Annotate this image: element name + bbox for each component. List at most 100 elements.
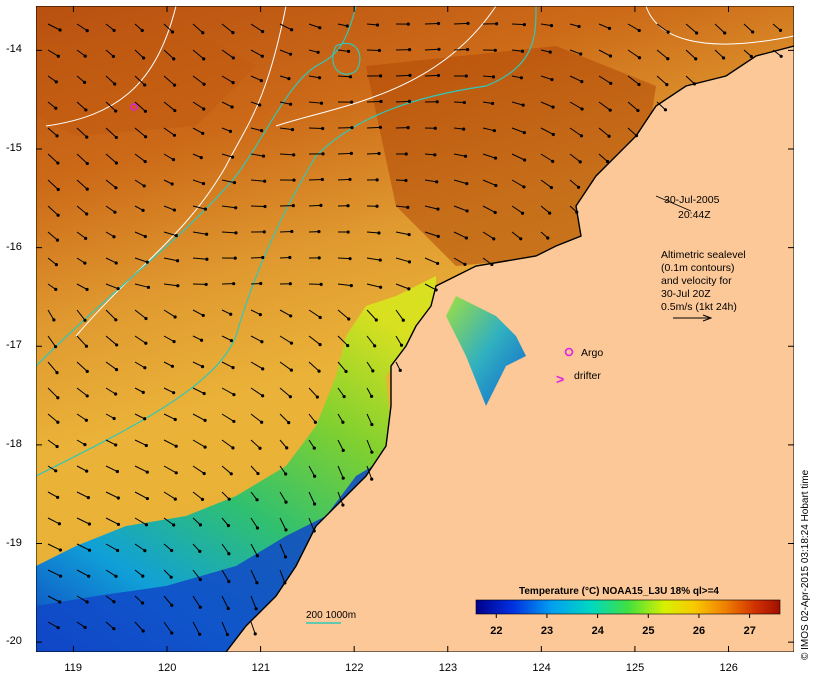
- velocity-arrow: [337, 335, 349, 346]
- velocity-arrow-head: [141, 390, 145, 394]
- velocity-arrow-head: [231, 56, 235, 60]
- velocity-arrow: [163, 621, 173, 634]
- velocity-arrow-head: [201, 313, 205, 318]
- velocity-arrow: [47, 543, 61, 551]
- velocity-arrow-head: [433, 126, 437, 130]
- velocity-arrow: [279, 439, 288, 449]
- velocity-arrow-head: [56, 396, 60, 400]
- velocity-arrow-head: [377, 151, 381, 156]
- velocity-arrow: [192, 621, 201, 635]
- velocity-arrow: [250, 335, 263, 343]
- velocity-arrow: [134, 101, 146, 112]
- velocity-arrow-head: [284, 528, 288, 532]
- velocity-arrow-head: [404, 178, 408, 183]
- velocity-arrow-head: [198, 549, 202, 554]
- argo-legend-label: Argo: [581, 347, 603, 359]
- velocity-arrow-head: [143, 366, 147, 370]
- lon-tick-label: 126: [719, 662, 738, 674]
- velocity-arrow-head: [463, 154, 468, 158]
- velocity-arrow-head: [84, 108, 88, 112]
- lat-tick-label: -17: [6, 339, 22, 352]
- velocity-arrow-head: [579, 134, 584, 138]
- velocity-arrow: [511, 205, 523, 214]
- velocity-arrow: [76, 101, 87, 111]
- velocity-arrow-head: [114, 186, 118, 190]
- velocity-arrow: [105, 621, 115, 630]
- axis-ticks: [36, 6, 794, 652]
- velocity-arrow: [366, 465, 373, 480]
- velocity-arrow-head: [84, 344, 89, 348]
- velocity-arrow-head: [369, 394, 374, 398]
- velocity-arrow-head: [370, 477, 374, 481]
- velocity-arrow: [76, 517, 90, 525]
- velocity-arrow: [627, 23, 640, 31]
- velocity-arrow: [279, 127, 293, 131]
- velocity-arrow-head: [232, 180, 237, 185]
- isobath-1000m: [36, 6, 537, 477]
- velocity-arrow-head: [144, 443, 148, 448]
- velocity-arrow-head: [84, 236, 88, 241]
- velocity-arrow-head: [87, 574, 91, 578]
- colorbar-ticks: 22 23 24 25 26 27: [490, 614, 756, 637]
- velocity-arrow: [279, 101, 291, 105]
- velocity-arrow-head: [263, 179, 267, 183]
- velocity-arrow-head: [283, 581, 287, 585]
- velocity-arrow-head: [434, 288, 438, 292]
- velocity-arrow-head: [55, 238, 60, 242]
- velocity-arrow-head: [230, 105, 234, 109]
- altimetry-line-4: 30-Jul 20Z: [661, 288, 711, 300]
- velocity-arrow-head: [406, 126, 410, 130]
- velocity-arrow-head: [114, 367, 119, 372]
- velocity-arrow-head: [462, 127, 466, 131]
- velocity-arrow: [366, 413, 373, 425]
- velocity-arrow-head: [548, 211, 552, 215]
- velocity-arrow-head: [115, 343, 119, 347]
- velocity-arrow-head: [371, 369, 375, 373]
- velocity-arrow: [279, 491, 287, 503]
- velocity-arrow: [569, 49, 581, 55]
- velocity-arrow: [366, 361, 374, 372]
- lon-tick-label: 125: [625, 662, 645, 674]
- velocity-arrow-head: [312, 529, 316, 533]
- velocity-arrow-head: [375, 23, 380, 27]
- velocity-arrow: [627, 75, 640, 85]
- velocity-arrow: [134, 153, 146, 162]
- velocity-arrow-head: [548, 50, 552, 54]
- velocity-arrow-head: [407, 232, 411, 237]
- velocity-arrow-head: [346, 343, 350, 348]
- velocity-arrow-head: [259, 281, 263, 286]
- velocity-arrow: [453, 231, 467, 239]
- velocity-arrow-head: [254, 607, 258, 611]
- velocity-arrow: [105, 387, 116, 395]
- velocity-arrow: [279, 49, 291, 55]
- velocity-arrow: [221, 595, 229, 609]
- velocity-arrow-head: [203, 445, 207, 449]
- velocity-arrow: [47, 101, 57, 109]
- velocity-arrow-head: [605, 159, 610, 164]
- velocity-arrow: [714, 49, 724, 59]
- velocity-arrow-head: [58, 600, 62, 604]
- velocity-arrow-head: [114, 261, 118, 265]
- velocity-arrow-head: [261, 154, 266, 158]
- velocity-arrow: [163, 595, 173, 606]
- velocity-arrow: [482, 101, 493, 104]
- velocity-arrow-head: [141, 574, 145, 578]
- velocity-arrow: [76, 387, 88, 397]
- lat-tick-label: -16: [6, 240, 22, 253]
- velocity-arrow-head: [255, 498, 259, 502]
- velocity-arrow-head: [285, 446, 289, 450]
- velocity-arrow: [250, 621, 256, 635]
- velocity-arrow: [366, 335, 376, 347]
- velocity-arrow: [337, 75, 351, 78]
- velocity-arrow: [569, 75, 582, 83]
- image-date: 30-Jul-2005: [664, 194, 720, 206]
- velocity-arrow-head: [141, 56, 146, 60]
- velocity-arrow-head: [169, 575, 173, 579]
- velocity-arrow: [772, 23, 781, 31]
- velocity-arrow-head: [375, 178, 379, 182]
- velocity-arrow: [511, 127, 525, 134]
- velocity-arrow-head: [283, 555, 288, 559]
- velocity-arrow: [134, 621, 144, 632]
- velocity-arrow-head: [85, 187, 89, 191]
- velocity-arrow-head: [349, 151, 353, 155]
